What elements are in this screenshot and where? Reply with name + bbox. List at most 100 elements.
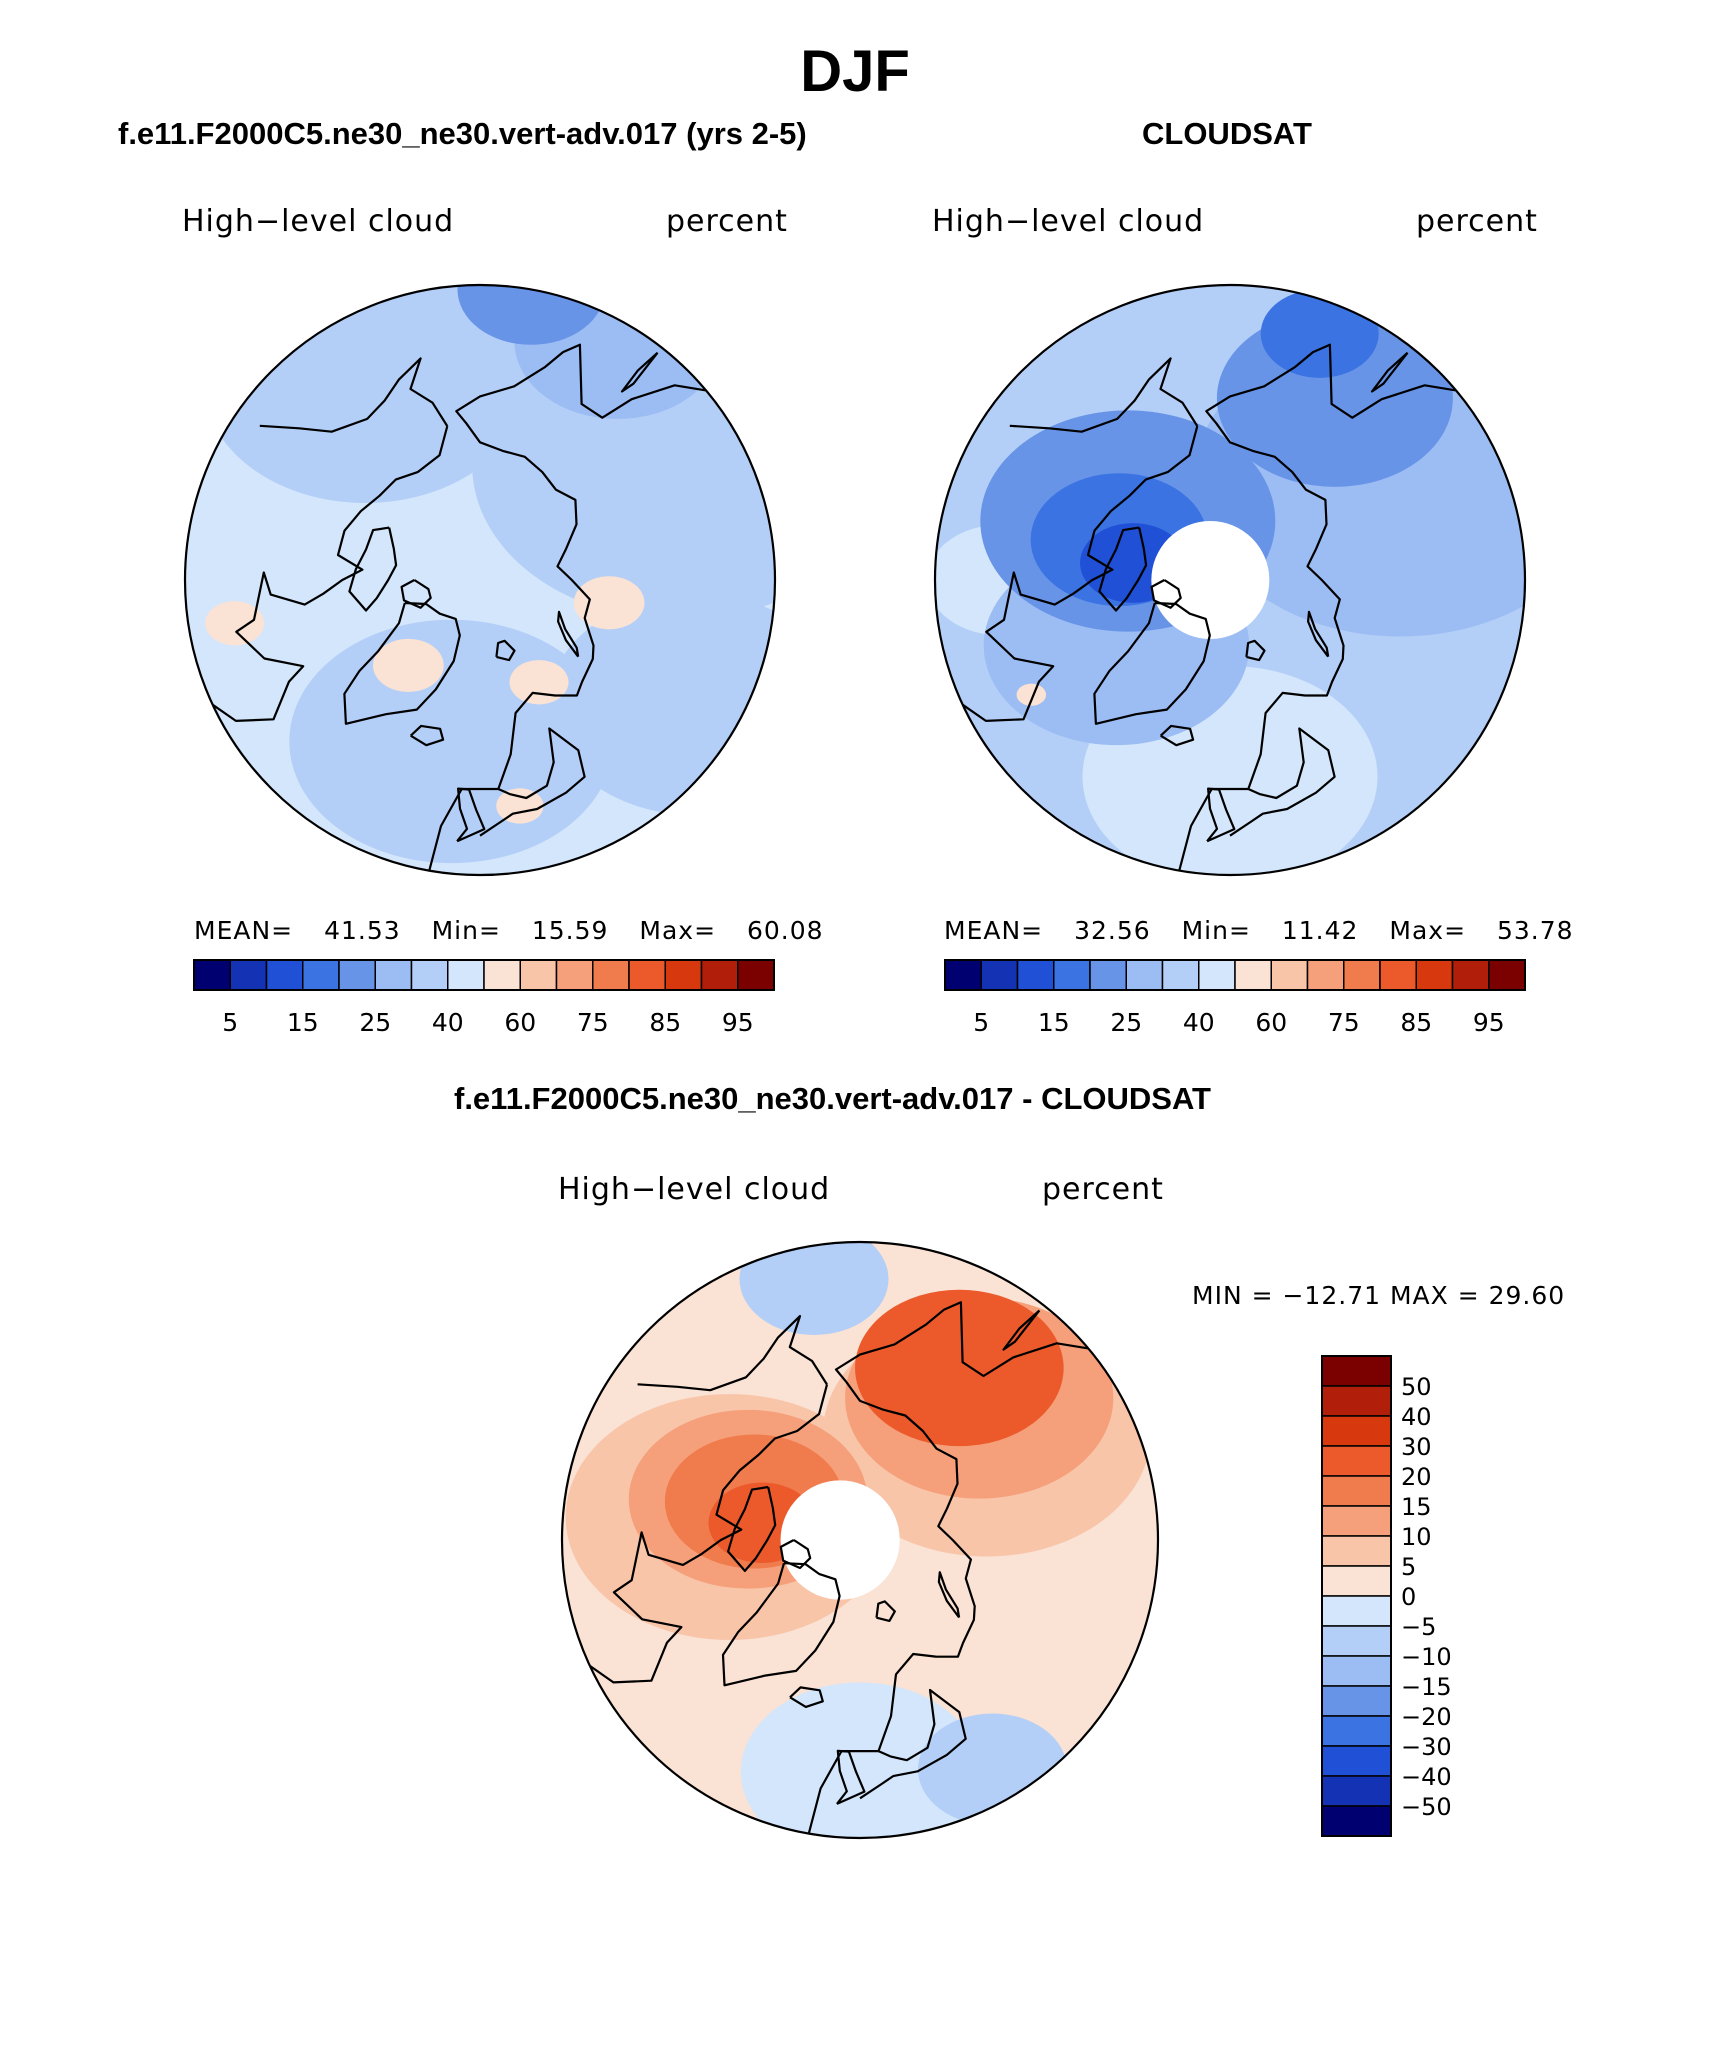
coastline <box>1307 610 1330 658</box>
variable-label-obs: High−level cloud <box>932 204 1205 239</box>
map-border <box>560 1240 1160 1840</box>
colorbar-box <box>1343 959 1381 991</box>
colorbar-tick-label: −30 <box>1401 1733 1452 1761</box>
colorbar-box <box>1321 1475 1392 1507</box>
coastline <box>456 787 486 843</box>
colorbar-tick-label: −10 <box>1401 1643 1452 1671</box>
colorbar-frame <box>944 959 1526 991</box>
polar-map-model <box>183 283 777 877</box>
colorbar-tick-label: 40 <box>1183 1008 1215 1037</box>
min-value: 11.42 <box>1281 916 1359 945</box>
colorbar-box <box>1321 1805 1392 1837</box>
colorbar-box <box>1016 959 1055 991</box>
colorbar-box <box>1415 959 1454 991</box>
colorbar-box <box>1321 1685 1392 1717</box>
colorbar-tick-label: −40 <box>1401 1763 1452 1791</box>
colorbar-box <box>980 959 1019 991</box>
colorbar-tick-label: −20 <box>1401 1703 1452 1731</box>
colorbar-tick-label: 10 <box>1401 1523 1432 1551</box>
contour-region <box>855 1289 1064 1447</box>
colorbar-box <box>1379 959 1417 991</box>
contour-region <box>740 1682 980 1838</box>
colorbar-box <box>1161 959 1200 991</box>
colorbar-tick-label: 85 <box>649 1008 681 1037</box>
contour-region <box>573 576 645 630</box>
colorbar-box <box>1234 959 1272 991</box>
coastline <box>1245 639 1266 662</box>
colorbar-box <box>1321 1505 1392 1537</box>
colorbar-box <box>410 959 449 991</box>
coastline <box>727 1485 777 1572</box>
colorbar-frame <box>1321 1355 1392 1837</box>
colorbar-box <box>1321 1385 1392 1417</box>
min-max-diff: MIN = −12.71 MAX = 29.60 <box>1192 1281 1566 1310</box>
coastline <box>1093 601 1211 725</box>
min-label: Min= <box>431 916 501 945</box>
coastline <box>495 639 516 662</box>
max-label: Max= <box>1389 916 1467 945</box>
panel-title-obs: CLOUDSAT <box>1142 116 1312 151</box>
coastline <box>945 425 1199 722</box>
colorbar-box <box>483 959 521 991</box>
stats-obs: MEAN= 32.56 Min= 11.42 Max= 53.78 <box>944 916 1574 945</box>
coastline <box>400 579 432 609</box>
colorbar-box <box>1125 959 1164 991</box>
colorbar-tick-label: 25 <box>359 1008 391 1037</box>
colorbar-tick-label: 60 <box>504 1008 536 1037</box>
coastline <box>479 727 586 837</box>
coastline <box>875 1600 896 1622</box>
coastline <box>806 1301 1089 1838</box>
polar-map-obs <box>933 283 1527 877</box>
contour-region <box>739 1242 889 1336</box>
colorbar-tick-label: −5 <box>1401 1613 1436 1641</box>
colorbar-box <box>737 959 775 991</box>
colorbar-tick-label: 25 <box>1110 1008 1142 1037</box>
colorbar-box <box>447 959 485 991</box>
colorbar-box <box>1198 959 1236 991</box>
panel-title-model: f.e11.F2000C5.ne30_ne30.vert-adv.017 (yr… <box>118 116 807 151</box>
coastline <box>557 610 580 658</box>
coastline <box>1009 357 1199 433</box>
colorbar-tick-label: 95 <box>1473 1008 1505 1037</box>
max-value: 53.78 <box>1497 916 1574 945</box>
contour-region <box>1016 683 1047 706</box>
coastline <box>721 1562 841 1687</box>
coastline <box>1176 343 1457 875</box>
contour-region <box>372 638 444 692</box>
units-label-model: percent <box>666 204 788 239</box>
colorbar-box <box>1321 1775 1392 1807</box>
colorbar-tick-label: −15 <box>1401 1673 1452 1701</box>
coastline <box>1098 526 1148 612</box>
colorbar-tick-label: 40 <box>432 1008 464 1037</box>
missing-data-region <box>780 1480 900 1600</box>
colorbar-box <box>555 959 594 991</box>
colorbar-box <box>229 959 268 991</box>
colorbar-box <box>302 959 340 991</box>
stats-model: MEAN= 41.53 Min= 15.59 Max= 60.08 <box>194 916 824 945</box>
colorbar-tick-label: 75 <box>577 1008 609 1037</box>
colorbar-box <box>1321 1565 1392 1597</box>
colorbar-box <box>265 959 304 991</box>
coastline <box>426 343 707 875</box>
coastline <box>637 1315 828 1392</box>
coastline <box>195 425 449 722</box>
colorbar-box <box>700 959 739 991</box>
contour-region <box>1260 289 1379 378</box>
coastline <box>1370 351 1409 393</box>
colorbar-tick-label: 20 <box>1401 1463 1432 1491</box>
units-label-obs: percent <box>1416 204 1538 239</box>
colorbar-box <box>944 959 982 991</box>
colorbar-tick-label: 0 <box>1401 1583 1416 1611</box>
colorbar-box <box>1321 1625 1392 1657</box>
map-border <box>183 283 777 877</box>
colorbar-box <box>374 959 413 991</box>
colorbar-tick-label: 5 <box>222 1008 238 1037</box>
coastline <box>620 351 659 393</box>
colorbar-box <box>1321 1445 1392 1477</box>
difference-title: f.e11.F2000C5.ne30_ne30.vert-adv.017 - C… <box>454 1081 1211 1116</box>
colorbar-box <box>193 959 231 991</box>
coastline <box>836 1749 866 1805</box>
colorbar-tick-label: 75 <box>1328 1008 1360 1037</box>
